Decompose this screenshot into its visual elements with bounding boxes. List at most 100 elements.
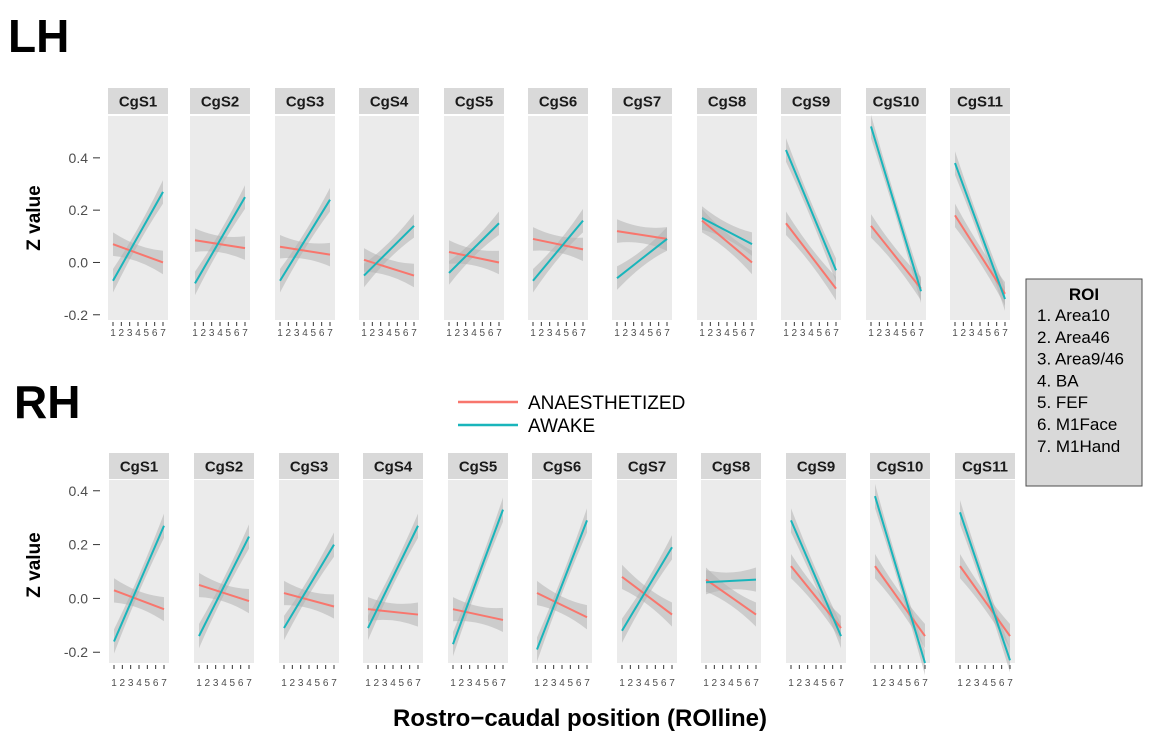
facet-cgs1: CgS1 1 2 3 4 5 6 7 (109, 453, 169, 689)
facet-cgs9: CgS9 1 2 3 4 5 6 7 (786, 453, 846, 689)
x-tick-label: 6 (488, 328, 494, 339)
x-tick-label: 4 (136, 678, 142, 689)
series-line-anaesthetized (279, 245, 331, 256)
facet-strip (612, 88, 672, 114)
facet-cgs6: CgS6 1 2 3 4 5 6 7 (532, 453, 592, 689)
facet-strip (866, 88, 926, 114)
x-tick-label: 3 (547, 328, 553, 339)
x-tick-label: 5 (226, 328, 232, 339)
facet-label: CgS4 (374, 459, 413, 476)
x-tick-label: 1 (619, 678, 625, 689)
series-line-anaesthetized (785, 222, 837, 290)
series-line-awake (532, 219, 584, 282)
panel-background (275, 116, 335, 320)
facet-label: CgS11 (962, 459, 1008, 476)
roi-item: 1. Area10 (1037, 306, 1110, 325)
x-tick-label: 3 (885, 328, 891, 339)
series-line-anaesthetized (616, 230, 668, 240)
series-line-awake (367, 525, 419, 629)
x-tick-label: 7 (584, 678, 590, 689)
x-tick-label: 5 (311, 328, 317, 339)
x-tick-label: 2 (623, 328, 629, 339)
x-tick-label: 3 (974, 678, 980, 689)
x-tick-label: 7 (411, 328, 417, 339)
x-tick-label: 1 (192, 328, 198, 339)
x-tick-label: 4 (135, 328, 141, 339)
y-tick-label: 0.0 (69, 590, 89, 606)
x-tick-label: 5 (395, 328, 401, 339)
x-tick-label: 1 (699, 328, 705, 339)
series-line-anaesthetized (954, 214, 1006, 295)
facet-label: CgS5 (455, 94, 493, 111)
x-tick-label: 3 (969, 328, 975, 339)
roi-box-background (1025, 278, 1143, 487)
facet-strip (444, 88, 504, 114)
x-axis-title: Rostro−caudal position (ROIline) (393, 705, 767, 732)
x-tick-label: 3 (631, 328, 637, 339)
series-line-awake (959, 511, 1011, 661)
series-line-awake (194, 196, 246, 284)
x-tick-label: 1 (450, 678, 456, 689)
y-axis-title: Z value (24, 532, 45, 597)
x-tick-label: 4 (471, 328, 477, 339)
series-line-awake (870, 126, 922, 292)
x-tick-label: 6 (572, 328, 578, 339)
x-tick-label: 4 (221, 678, 227, 689)
facet-strip (697, 88, 757, 114)
x-tick-label: 6 (999, 678, 1005, 689)
x-tick-label: 1 (277, 328, 283, 339)
x-tick-label: 3 (551, 678, 557, 689)
series-line-anaesthetized (870, 225, 922, 290)
facet-label: CgS10 (873, 94, 920, 111)
x-tick-label: 4 (644, 678, 650, 689)
x-tick-label: 2 (712, 678, 718, 689)
x-tick-label: 7 (415, 678, 421, 689)
facet-strip (786, 453, 846, 479)
x-tick-label: 5 (817, 328, 823, 339)
x-tick-label: 5 (902, 328, 908, 339)
roi-box: ROI 1. Area10 2. Area46 3. Area9/46 4. BA 5.… (1025, 278, 1143, 487)
series-line-awake (113, 525, 165, 642)
facet-strip (363, 453, 423, 479)
x-tick-label: 7 (664, 328, 670, 339)
x-tick-label: 1 (196, 678, 202, 689)
x-tick-label: 3 (128, 678, 134, 689)
series-line-anaesthetized (363, 258, 415, 277)
roi-item: 2. Area46 (1037, 328, 1110, 347)
x-tick-label: 5 (653, 678, 659, 689)
series-line-anaesthetized (959, 565, 1011, 637)
x-tick-label: 5 (648, 328, 654, 339)
series-line-anaesthetized (113, 589, 165, 611)
x-tick-label: 3 (382, 678, 388, 689)
facet-label: CgS3 (290, 459, 328, 476)
roi-item: 5. FEF (1037, 393, 1088, 412)
facet-cgs3: CgS3 1 2 3 4 5 6 7 (279, 453, 339, 689)
series-line-awake (954, 162, 1006, 300)
series-line-anaesthetized (621, 576, 673, 616)
x-tick-label: 6 (319, 328, 325, 339)
x-tick-label: 6 (745, 678, 751, 689)
x-tick-label: 5 (480, 328, 486, 339)
x-tick-label: 2 (881, 678, 887, 689)
x-tick-label: 7 (833, 328, 839, 339)
x-tick-label: 2 (628, 678, 634, 689)
x-tick-label: 2 (459, 678, 465, 689)
facet-label: CgS2 (201, 94, 239, 111)
x-tick-label: 1 (614, 328, 620, 339)
facet-label: CgS6 (543, 459, 581, 476)
x-tick-label: 7 (1007, 678, 1013, 689)
x-tick-label: 4 (639, 328, 645, 339)
x-tick-label: 4 (977, 328, 983, 339)
x-tick-label: 2 (708, 328, 714, 339)
facet-label: CgS1 (120, 459, 158, 476)
roi-item: 3. Area9/46 (1037, 350, 1124, 369)
x-tick-label: 4 (897, 678, 903, 689)
facet-cgs4: CgS4 1 2 3 4 5 6 7 (359, 88, 419, 339)
series-line-anaesthetized (705, 578, 757, 616)
x-tick-label: 7 (161, 678, 167, 689)
panel-background (279, 480, 339, 663)
facet-strip (528, 88, 588, 114)
facet-cgs5: CgS5 1 2 3 4 5 6 7 (444, 88, 504, 339)
x-tick-label: 6 (830, 678, 836, 689)
x-tick-label: 5 (568, 678, 574, 689)
